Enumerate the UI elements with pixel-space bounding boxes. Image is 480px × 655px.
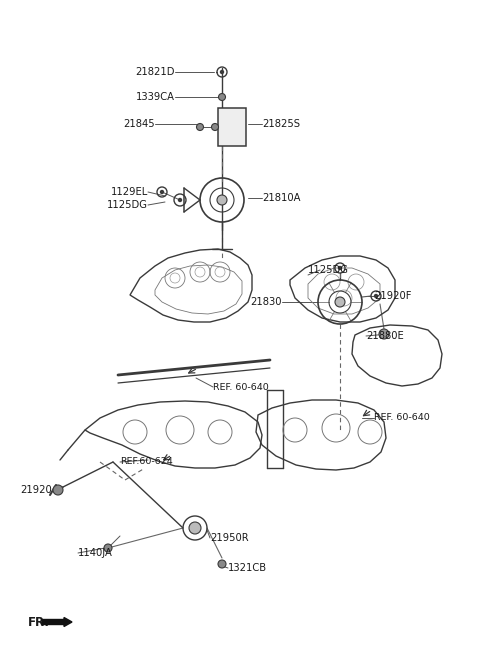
Text: FR.: FR. (28, 616, 50, 629)
Circle shape (374, 295, 377, 297)
Circle shape (212, 124, 218, 130)
Text: 1125DG: 1125DG (308, 265, 349, 275)
Circle shape (179, 198, 181, 202)
Circle shape (379, 329, 389, 339)
Text: 21830: 21830 (251, 297, 282, 307)
Text: 21845: 21845 (123, 119, 155, 129)
Text: 21810A: 21810A (262, 193, 300, 203)
Circle shape (218, 94, 226, 100)
Text: REF. 60-640: REF. 60-640 (213, 383, 269, 392)
Text: 21825S: 21825S (262, 119, 300, 129)
Circle shape (53, 485, 63, 495)
Text: 1339CA: 1339CA (136, 92, 175, 102)
Circle shape (338, 267, 341, 269)
Text: REF. 60-640: REF. 60-640 (374, 413, 430, 422)
Text: 21880E: 21880E (366, 331, 404, 341)
Circle shape (335, 297, 345, 307)
Circle shape (218, 560, 226, 568)
Circle shape (217, 195, 227, 205)
Text: 1321CB: 1321CB (228, 563, 267, 573)
Text: 1129EL: 1129EL (111, 187, 148, 197)
Circle shape (104, 544, 112, 552)
Text: 21920F: 21920F (374, 291, 411, 301)
FancyBboxPatch shape (218, 108, 246, 146)
FancyArrow shape (42, 618, 72, 626)
Text: 21920: 21920 (20, 485, 52, 495)
Circle shape (189, 522, 201, 534)
Circle shape (160, 191, 164, 193)
Circle shape (220, 71, 224, 73)
Circle shape (196, 124, 204, 130)
Text: 1125DG: 1125DG (107, 200, 148, 210)
Text: 21821D: 21821D (135, 67, 175, 77)
Text: REF.60-624: REF.60-624 (120, 457, 173, 466)
Text: 21950R: 21950R (210, 533, 249, 543)
Text: 1140JA: 1140JA (78, 548, 113, 558)
